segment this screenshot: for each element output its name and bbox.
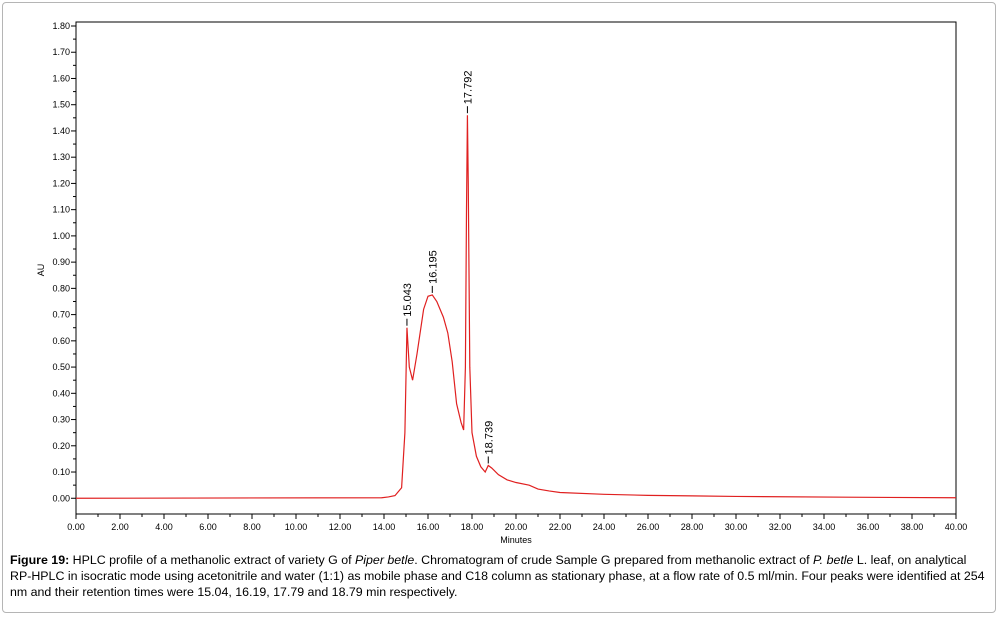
x-tick-label: 26.00	[637, 522, 660, 532]
x-tick-label: 32.00	[769, 522, 792, 532]
figure-caption: Figure 19: HPLC profile of a methanolic …	[10, 552, 990, 600]
y-tick-label: 0.90	[52, 257, 70, 267]
x-tick-label: 2.00	[111, 522, 129, 532]
peak-label: 15.043	[402, 283, 414, 317]
y-tick-label: 1.40	[52, 126, 70, 136]
x-tick-label: 12.00	[329, 522, 352, 532]
x-tick-label: 8.00	[243, 522, 261, 532]
x-tick-label: 28.00	[681, 522, 704, 532]
caption-text-2: . Chromatogram of crude Sample G prepare…	[414, 553, 814, 567]
y-tick-label: 0.00	[52, 493, 70, 503]
x-tick-label: 14.00	[373, 522, 396, 532]
y-tick-label: 1.50	[52, 100, 70, 110]
y-axis-ticks: 0.00 0.10 0.20 0.30 0.40 0.50 0.60 0.70 0.80 0.90…	[52, 21, 76, 503]
peak-label: 16.195	[427, 250, 439, 284]
x-tick-label: 16.00	[417, 522, 440, 532]
y-tick-label: 0.50	[52, 362, 70, 372]
chromatogram-chart: 0.00 0.10 0.20 0.30 0.40 0.50 0.60 0.70 0.80 0.90…	[36, 21, 967, 545]
y-tick-label: 1.20	[52, 178, 70, 188]
x-tick-label: 10.00	[285, 522, 308, 532]
y-tick-label: 0.70	[52, 310, 70, 320]
x-tick-label: 18.00	[461, 522, 484, 532]
y-tick-label: 1.60	[52, 73, 70, 83]
x-tick-label: 20.00	[505, 522, 528, 532]
x-tick-label: 34.00	[813, 522, 836, 532]
x-axis-ticks: 0.00 2.00 4.00 6.00 8.00 10.00 12.00 14.00 16.00…	[67, 514, 967, 532]
y-tick-label: 0.20	[52, 441, 70, 451]
chart-axes	[75, 21, 957, 515]
x-tick-label: 24.00	[593, 522, 616, 532]
y-tick-label: 0.80	[52, 283, 70, 293]
caption-species-abbrev: P. betle	[813, 553, 854, 567]
y-tick-label: 0.40	[52, 388, 70, 398]
x-tick-label: 22.00	[549, 522, 572, 532]
x-tick-label: 40.00	[945, 522, 968, 532]
x-tick-label: 38.00	[901, 522, 924, 532]
x-tick-label: 4.00	[155, 522, 173, 532]
plot-border	[75, 21, 957, 515]
y-tick-label: 0.60	[52, 336, 70, 346]
x-tick-label: 6.00	[199, 522, 217, 532]
x-tick-label: 30.00	[725, 522, 748, 532]
y-tick-label: 1.30	[52, 152, 70, 162]
y-tick-label: 0.10	[52, 467, 70, 477]
y-axis-title: AU	[36, 264, 46, 277]
caption-text-1: HPLC profile of a methanolic extract of …	[69, 553, 356, 567]
caption-species-name: Piper betle	[355, 553, 415, 567]
x-tick-label: 36.00	[857, 522, 880, 532]
chromatogram-trace	[75, 115, 957, 499]
y-tick-label: 1.80	[52, 21, 70, 31]
peak-labels: 15.043 16.195 17.792 18.739	[402, 71, 495, 464]
x-axis-title: Minutes	[500, 535, 532, 545]
figure-label: Figure 19:	[10, 553, 70, 567]
y-tick-label: 1.10	[52, 205, 70, 215]
peak-label: 17.792	[462, 71, 474, 105]
y-tick-label: 1.70	[52, 47, 70, 57]
peak-label: 18.739	[483, 421, 495, 455]
caption-text-3: L. leaf, on analytical RP-HPLC in isocra…	[10, 553, 985, 599]
y-tick-label: 0.30	[52, 415, 70, 425]
y-tick-label: 1.00	[52, 231, 70, 241]
x-tick-label: 0.00	[67, 522, 85, 532]
